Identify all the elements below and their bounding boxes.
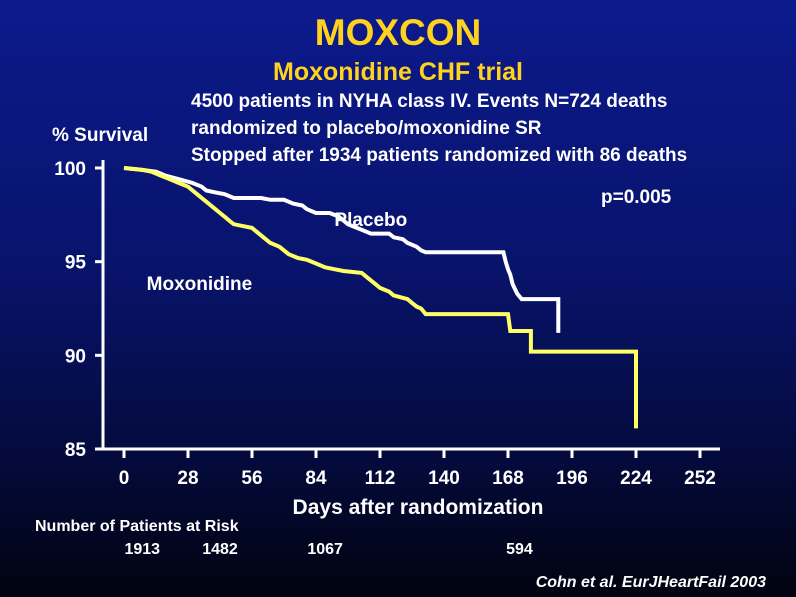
x-tick-label: 196: [556, 468, 588, 489]
risk-count: 1067: [307, 541, 343, 558]
x-tick-label: 252: [684, 468, 716, 489]
x-tick-label: 0: [119, 468, 130, 489]
page-title: MOXCON: [314, 12, 482, 53]
series-line-moxonidine: [123, 166, 638, 429]
y-tick-label: 90: [65, 346, 86, 367]
series-label-moxonidine: Moxonidine: [147, 274, 253, 295]
x-tick-label: 140: [428, 468, 460, 489]
x-tick-label: 168: [492, 468, 524, 489]
x-tick-label: 84: [305, 468, 327, 489]
y-axis-label: % Survival: [52, 125, 149, 146]
x-tick-label: 224: [620, 468, 652, 489]
series-label-placebo: Placebo: [334, 210, 407, 231]
description-line: randomized to placebo/moxonidine SR: [191, 118, 542, 139]
risk-table-title: Number of Patients at Risk: [35, 518, 239, 535]
x-tick-label: 112: [365, 468, 396, 489]
page-subtitle: Moxonidine CHF trial: [273, 58, 523, 86]
x-tick-label: 56: [241, 468, 262, 489]
risk-count: 1482: [202, 541, 238, 558]
x-axis-label: Days after randomization: [292, 496, 544, 519]
x-tick-label: 28: [177, 468, 198, 489]
y-tick-label: 95: [65, 253, 87, 274]
risk-count: 594: [506, 541, 533, 558]
risk-count: 1913: [124, 541, 161, 558]
description-line: 4500 patients in NYHA class IV. Events N…: [191, 91, 668, 112]
series-line-placebo: [123, 166, 561, 333]
p-value-annotation: p=0.005: [601, 187, 672, 208]
y-tick-label: 100: [54, 159, 86, 180]
description-line: Stopped after 1934 patients randomized w…: [191, 145, 688, 166]
citation: Cohn et al. EurJHeartFail 2003: [535, 574, 766, 591]
y-tick-label: 85: [65, 440, 87, 461]
